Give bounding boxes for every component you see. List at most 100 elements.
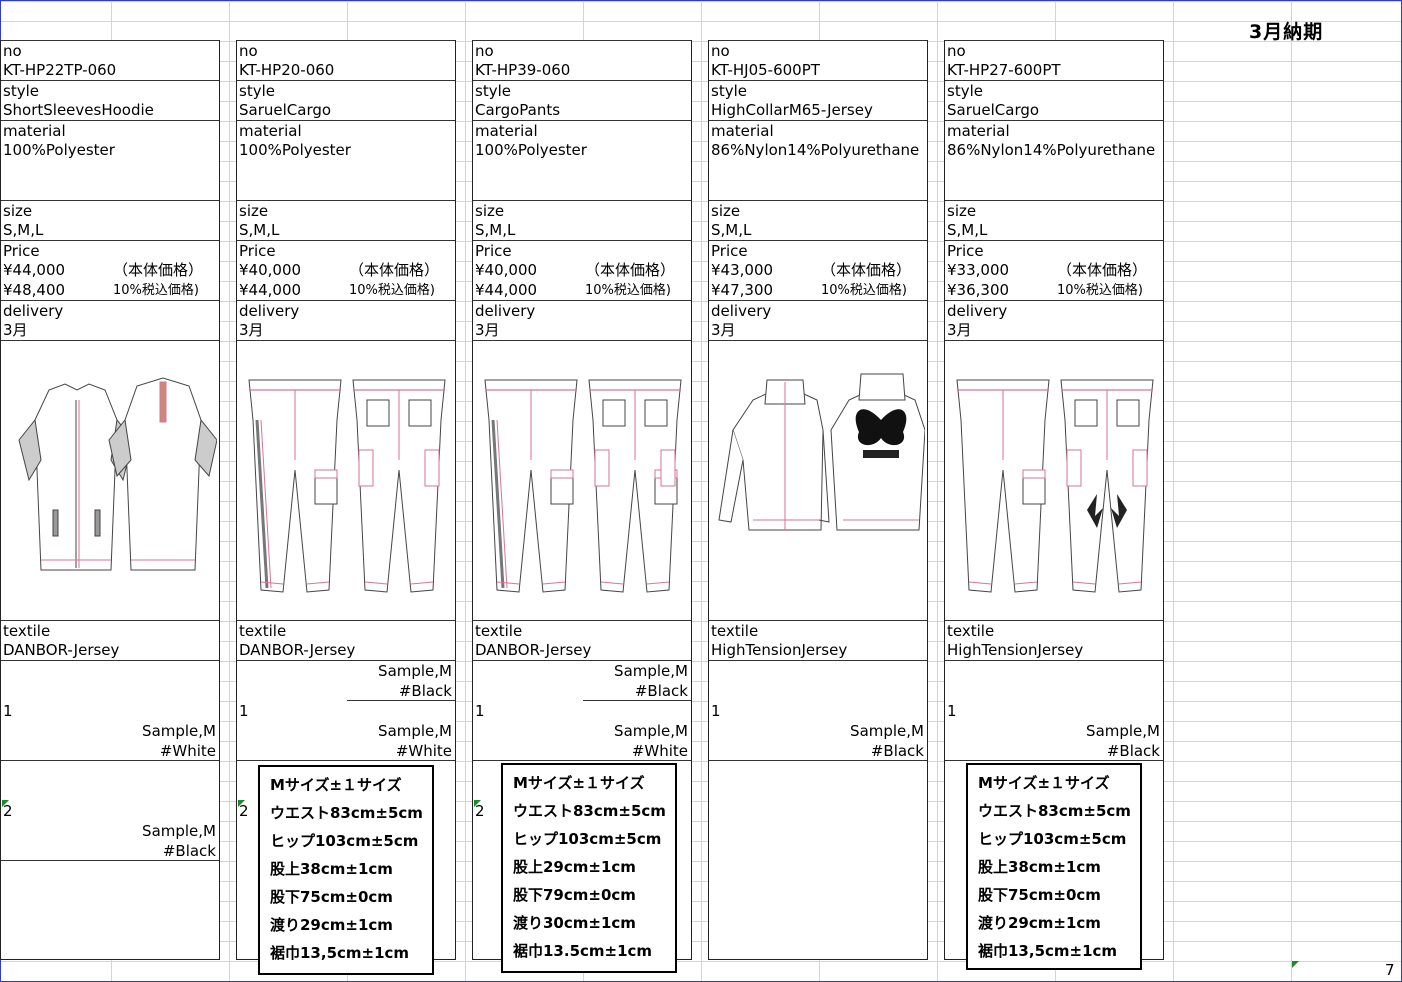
sample-row-number: 2 [3, 802, 13, 820]
page-number: 7 [1385, 961, 1395, 979]
sample-color: #Black [870, 742, 924, 760]
sample-row-number: 1 [947, 702, 957, 720]
row-divider [945, 620, 1163, 621]
label-no: no [947, 42, 966, 60]
size-spec-textbox: Mサイズ±１サイズ ウエスト83cm±5cm ヒップ103cm±5cm 股上29cm±… [501, 763, 677, 973]
cell-comment-marker [474, 800, 481, 807]
sub-divider [347, 700, 455, 701]
sample-size: Sample,M [378, 722, 452, 740]
size-spec-textbox: Mサイズ±１サイズ ウエスト83cm±5cm ヒップ103cm±5cm 股上38cm±… [258, 765, 434, 975]
spec-line: 裾巾13,5cm±1cm [270, 944, 410, 962]
product-material: 100%Polyester [475, 141, 587, 159]
product-style: SaruelCargo [947, 101, 1040, 119]
sample-row-number: 1 [239, 702, 249, 720]
sample-size: Sample,M [142, 822, 216, 840]
row-divider [945, 80, 1163, 81]
label-material: material [239, 122, 302, 140]
cell-comment-marker [1292, 961, 1299, 968]
product-number: KT-HP27-600PT [947, 61, 1061, 79]
sample-row-number: 2 [239, 802, 249, 820]
m65-jacket-sketch-icon [713, 360, 926, 620]
sample-size-top: Sample,M [378, 662, 452, 680]
hoodie-sketch-icon [5, 360, 218, 620]
row-divider [1, 240, 219, 241]
product-size: S,M,L [239, 221, 280, 239]
label-delivery: delivery [711, 302, 772, 320]
spec-line: 裾巾13,5cm±1cm [978, 942, 1118, 960]
label-size: size [947, 202, 977, 220]
row-divider [237, 660, 455, 661]
price-base: ¥40,000 [239, 261, 302, 279]
sample-color-top: #Black [634, 682, 688, 700]
label-price: Price [947, 242, 984, 260]
product-material: 86%Nylon14%Polyurethane [947, 141, 1156, 159]
price-incl-tax: ¥36,300 [947, 281, 1010, 299]
sample-color: #White [159, 742, 216, 760]
product-textile: DANBOR-Jersey [239, 641, 356, 659]
cell-comment-marker [238, 800, 245, 807]
label-size: size [711, 202, 741, 220]
label-style: style [239, 82, 275, 100]
price-incl-tax-note: 10%税込価格) [821, 283, 907, 298]
row-divider [945, 240, 1163, 241]
sample-size: Sample,M [1086, 722, 1160, 740]
spec-line: 股上29cm±1cm [513, 858, 636, 876]
sample-size: Sample,M [850, 722, 924, 740]
row-divider [709, 340, 927, 341]
product-card: no KT-HJ05-600PT style HighCollarM65-Jersey… [708, 40, 928, 960]
product-material: 100%Polyester [239, 141, 351, 159]
delivery-month: 3月 [475, 321, 500, 339]
saruel-cargo-sketch-icon [949, 360, 1161, 620]
row-divider [945, 200, 1163, 201]
product-size: S,M,L [947, 221, 988, 239]
product-size: S,M,L [711, 221, 752, 239]
row-divider [473, 200, 691, 201]
sample-size-top: Sample,M [614, 662, 688, 680]
label-no: no [239, 42, 258, 60]
label-material: material [3, 122, 66, 140]
label-delivery: delivery [239, 302, 300, 320]
label-style: style [3, 82, 39, 100]
spec-line: ウエスト83cm±5cm [978, 802, 1131, 820]
row-divider [237, 300, 455, 301]
price-incl-tax: ¥44,000 [239, 281, 302, 299]
row-divider [709, 80, 927, 81]
row-divider [709, 660, 927, 661]
size-spec-textbox: Mサイズ±１サイズ ウエスト83cm±5cm ヒップ103cm±5cm 股上38cm±… [966, 763, 1142, 970]
sample-row-number: 1 [475, 702, 485, 720]
row-divider [1, 120, 219, 121]
product-style: ShortSleevesHoodie [3, 101, 154, 119]
price-base: ¥44,000 [3, 261, 66, 279]
product-number: KT-HJ05-600PT [711, 61, 820, 79]
label-no: no [475, 42, 494, 60]
spec-line: 渡り29cm±1cm [978, 914, 1101, 932]
product-material: 86%Nylon14%Polyurethane [711, 141, 920, 159]
product-textile: DANBOR-Jersey [475, 641, 592, 659]
spec-line: 渡り29cm±1cm [270, 916, 393, 934]
row-divider [473, 760, 691, 761]
delivery-month: 3月 [3, 321, 28, 339]
sample-color: #Black [1106, 742, 1160, 760]
product-number: KT-HP39-060 [475, 61, 571, 79]
label-price: Price [239, 242, 276, 260]
row-divider [945, 120, 1163, 121]
price-base-note: （本体価格） [349, 261, 440, 279]
price-incl-tax-note: 10%税込価格) [349, 283, 435, 298]
row-divider [1, 40, 219, 41]
spec-line: 渡り30cm±1cm [513, 914, 636, 932]
spec-line: ヒップ103cm±5cm [978, 830, 1127, 848]
price-base: ¥40,000 [475, 261, 538, 279]
spec-line: ウエスト83cm±5cm [513, 802, 666, 820]
sub-divider [583, 700, 691, 701]
row-divider [473, 340, 691, 341]
row-divider [945, 760, 1163, 761]
label-style: style [947, 82, 983, 100]
page-title: 3月納期 [1249, 21, 1324, 43]
row-divider [1, 200, 219, 201]
price-base: ¥33,000 [947, 261, 1010, 279]
sample-row-number: 1 [711, 702, 721, 720]
product-size: S,M,L [475, 221, 516, 239]
sample-color: #White [395, 742, 452, 760]
spec-line: Mサイズ±１サイズ [978, 774, 1110, 792]
